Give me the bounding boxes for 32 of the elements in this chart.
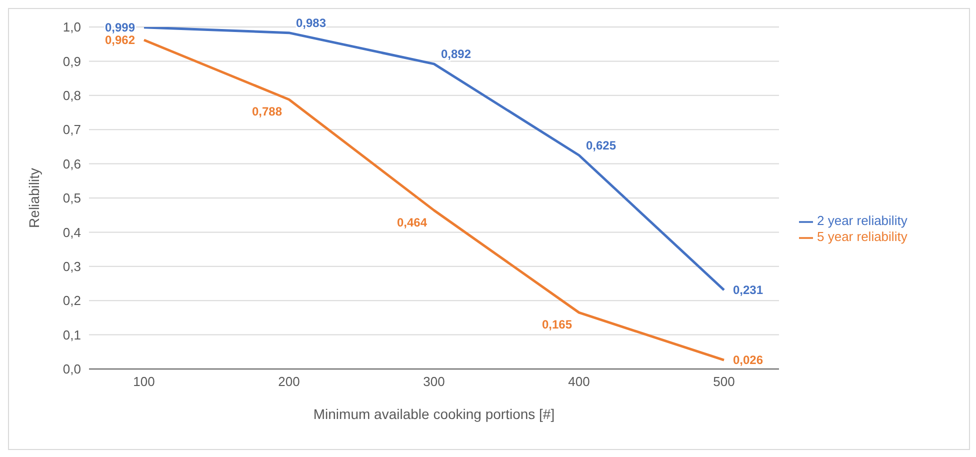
data-label: 0,231 [732,283,764,297]
y-tick-label: 0,4 [62,224,81,240]
data-label: 0,983 [296,16,326,30]
data-label: 0,464 [396,215,428,230]
data-label: 0,165 [542,318,572,332]
line-series [142,27,726,292]
x-tick-label: 100 [133,374,155,390]
y-axis-title: Reliability [26,168,42,228]
x-tick-label: 400 [568,374,590,390]
x-axis-title: Minimum available cooking portions [#] [313,406,555,422]
legend-label: 2 year reliability [817,213,908,228]
y-tick-label: 1,0 [62,20,81,35]
y-tick-label: 0,0 [62,362,81,377]
y-tick-label: 0,3 [62,259,81,274]
data-label: 0,788 [252,104,282,119]
line-series [142,38,726,362]
y-tick-label: 0,9 [62,54,81,69]
data-label: 0,962 [104,32,136,47]
data-label: 0,892 [440,46,472,61]
y-tick-label: 0,1 [62,327,81,342]
y-tick-label: 0,6 [62,156,81,172]
y-tick-label: 0,5 [62,190,81,206]
data-label: 0,026 [732,353,764,368]
x-tick-label: 200 [278,374,300,390]
y-tick-label: 0,8 [62,88,81,104]
y-tick-label: 0,2 [62,293,81,308]
x-tick-label: 300 [423,374,445,390]
legend-label: 5 year reliability [817,229,908,244]
x-tick-label: 500 [713,374,735,390]
data-label: 0,625 [586,138,616,152]
y-tick-label: 0,7 [62,122,81,138]
data-label: 0,999 [104,20,136,34]
